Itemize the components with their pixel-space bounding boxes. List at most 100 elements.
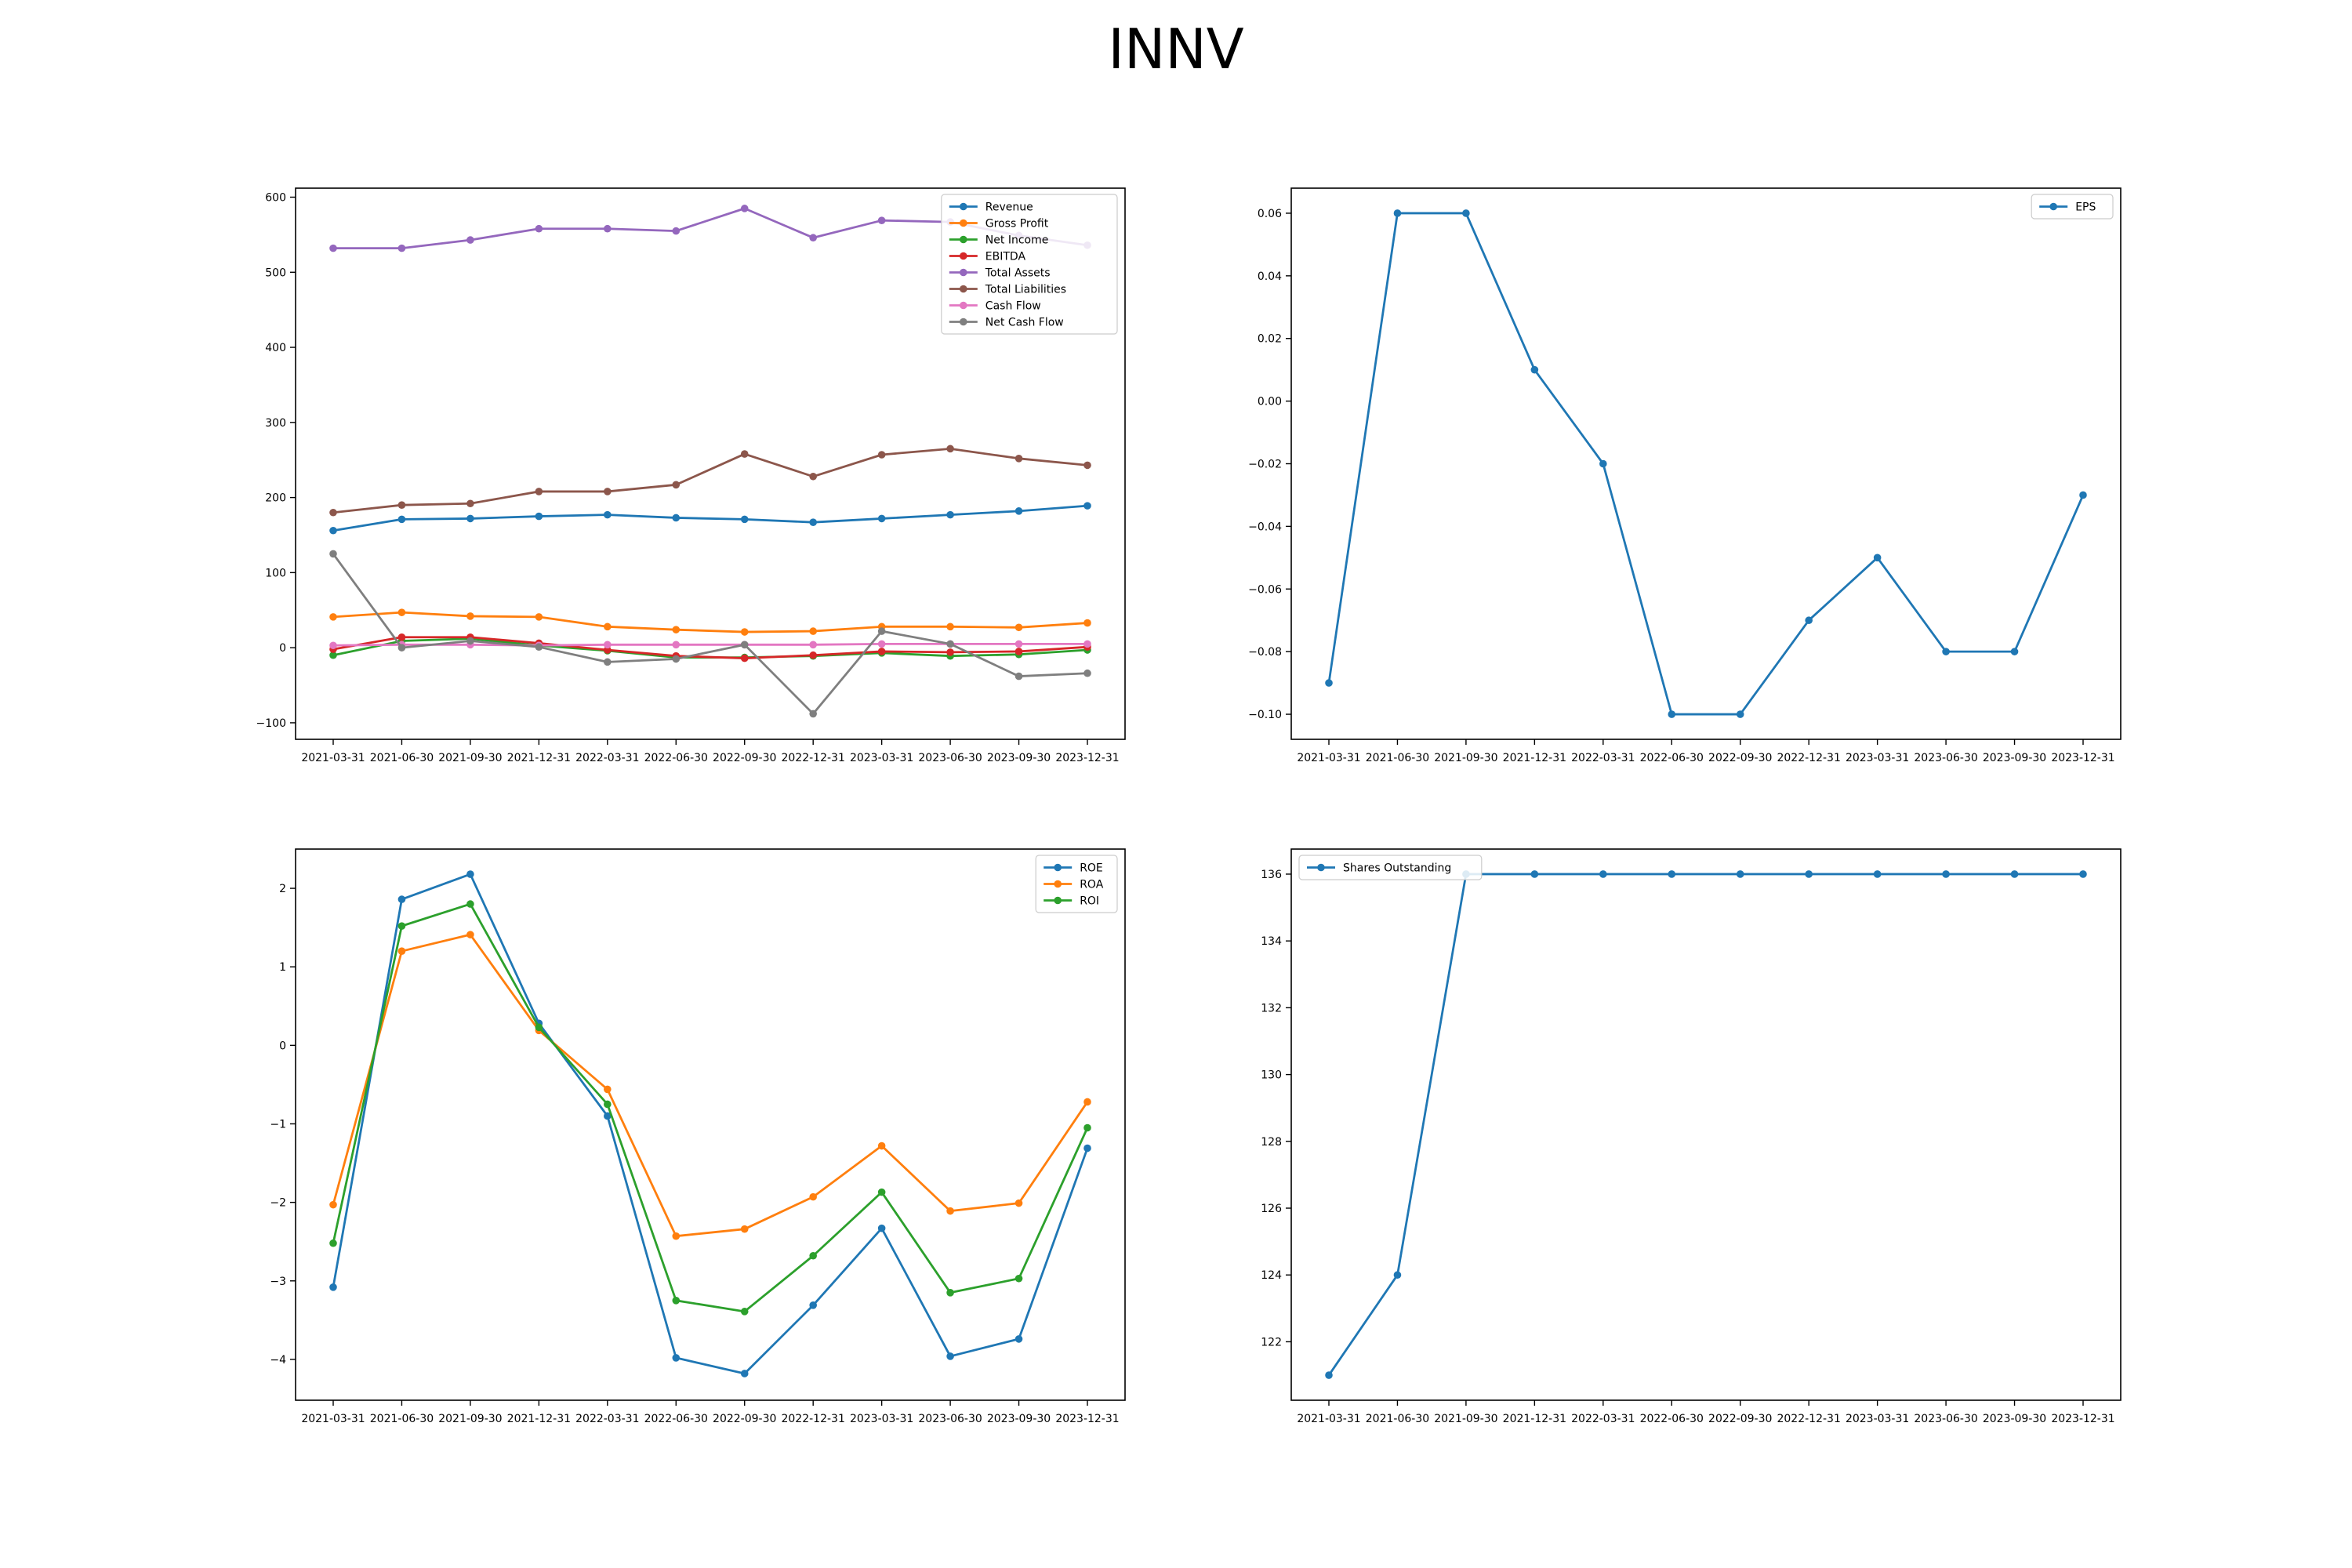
data-point: [809, 1251, 817, 1260]
y-tick-label: 0.00: [1258, 396, 1282, 408]
data-point: [466, 612, 474, 620]
x-tick-label: 2021-12-31: [1503, 752, 1566, 764]
data-point: [1942, 648, 1950, 655]
legend-box: [2031, 194, 2114, 220]
legend-item: Net Income: [949, 234, 1048, 247]
legend-box: [1298, 855, 1483, 880]
legend: EPS: [2031, 194, 2114, 220]
legend-swatch-marker: [960, 252, 967, 260]
data-point: [809, 234, 817, 242]
x-tick-label: 2021-09-30: [1434, 1413, 1497, 1425]
x-tick-label: 2022-03-31: [575, 752, 639, 764]
data-point: [740, 205, 749, 212]
data-point: [672, 1354, 681, 1362]
y-tick-label: 134: [1261, 935, 1282, 948]
legend: Shares Outstanding: [1298, 855, 1483, 880]
x-tick-label: 2023-03-31: [850, 752, 913, 764]
legend-swatch-marker: [1054, 880, 1062, 888]
data-point: [946, 510, 954, 519]
data-point: [1599, 870, 1607, 878]
data-point: [2079, 870, 2087, 878]
data-point: [604, 658, 612, 666]
data-point: [1083, 640, 1091, 648]
data-point: [946, 648, 954, 656]
series-line: [332, 873, 1089, 1375]
x-tick-label: 2022-12-31: [1777, 1413, 1840, 1425]
legend-label: EPS: [2075, 201, 2096, 214]
data-point: [809, 1301, 817, 1309]
data-point: [535, 1023, 543, 1032]
x-tick-label: 2022-09-30: [713, 752, 776, 764]
x-tick-label: 2023-06-30: [918, 752, 982, 764]
legend-item: EBITDA: [949, 251, 1025, 263]
x-tick-label: 2021-06-30: [370, 1413, 434, 1425]
y-tick-label: 0: [279, 642, 286, 655]
series-line: [332, 933, 1089, 1238]
x-tick-label: 2021-09-30: [1434, 752, 1497, 764]
data-point: [1014, 648, 1023, 655]
data-point: [397, 633, 406, 641]
data-point: [946, 1289, 954, 1297]
data-point: [740, 515, 749, 524]
legend-label: Revenue: [985, 201, 1033, 214]
legend-label: ROI: [1080, 895, 1099, 908]
legend-item: Gross Profit: [949, 218, 1049, 230]
data-point: [1083, 1098, 1091, 1106]
x-tick-label: 2023-12-31: [2051, 1413, 2114, 1425]
x-tick-label: 2023-09-30: [1983, 752, 2046, 764]
y-tick-label: 130: [1261, 1069, 1282, 1082]
series-line: [332, 642, 1087, 647]
legend-swatch-marker: [1054, 863, 1062, 872]
data-point: [1083, 461, 1091, 470]
legend-item: ROE: [1044, 862, 1103, 875]
data-point: [946, 1352, 954, 1360]
data-point: [535, 643, 543, 651]
data-point: [329, 641, 337, 650]
data-point: [1014, 623, 1023, 632]
data-point: [877, 216, 886, 224]
chart-shares: 122 124 126 128 130 132 134 136 2021-03-31 2021-0…: [1261, 848, 2122, 1425]
y-tick-label: 0.02: [1258, 333, 1282, 346]
x-tick-label: 2022-12-31: [781, 752, 844, 764]
data-point: [397, 947, 406, 955]
data-point: [1805, 870, 1813, 878]
x-tick-label: 2022-03-31: [1571, 752, 1635, 764]
x-tick-label: 2021-03-31: [1297, 1413, 1360, 1425]
x-tick-label: 2021-03-31: [301, 1413, 365, 1425]
data-point: [1014, 1335, 1023, 1343]
x-tick-label: 2023-12-31: [1055, 1413, 1119, 1425]
data-point: [946, 1207, 954, 1215]
series-gross-profit: [329, 608, 1091, 636]
data-point: [329, 1200, 337, 1209]
data-point: [740, 450, 749, 458]
data-point: [397, 501, 406, 509]
data-point: [672, 1297, 681, 1305]
data-point: [1083, 669, 1091, 677]
y-tick-label: 600: [265, 191, 286, 204]
y-tick-label: 0.04: [1258, 270, 1282, 283]
y-tick-label: 1: [279, 961, 286, 974]
data-point: [1014, 640, 1023, 648]
data-point: [740, 1225, 749, 1233]
data-point: [877, 627, 886, 635]
data-point: [535, 488, 543, 495]
data-point: [535, 512, 543, 521]
data-point: [397, 608, 406, 616]
y-tick-label: −100: [256, 717, 286, 730]
y-tick-label: −2: [270, 1197, 286, 1210]
legend-swatch-marker: [960, 235, 967, 244]
series-line: [1327, 212, 2085, 716]
data-point: [672, 481, 681, 489]
y-tick-label: −3: [270, 1276, 286, 1288]
data-point: [604, 1112, 612, 1120]
series-roi: [329, 900, 1091, 1316]
x-tick-label: 2023-06-30: [1914, 1413, 1977, 1425]
data-point: [466, 870, 474, 878]
y-tick-label: 122: [1261, 1336, 1282, 1348]
data-point: [1530, 365, 1539, 374]
x-tick-label: 2021-06-30: [370, 752, 434, 764]
data-point: [740, 628, 749, 636]
series-revenue: [329, 502, 1091, 535]
data-point: [1599, 459, 1607, 468]
data-point: [672, 655, 681, 663]
